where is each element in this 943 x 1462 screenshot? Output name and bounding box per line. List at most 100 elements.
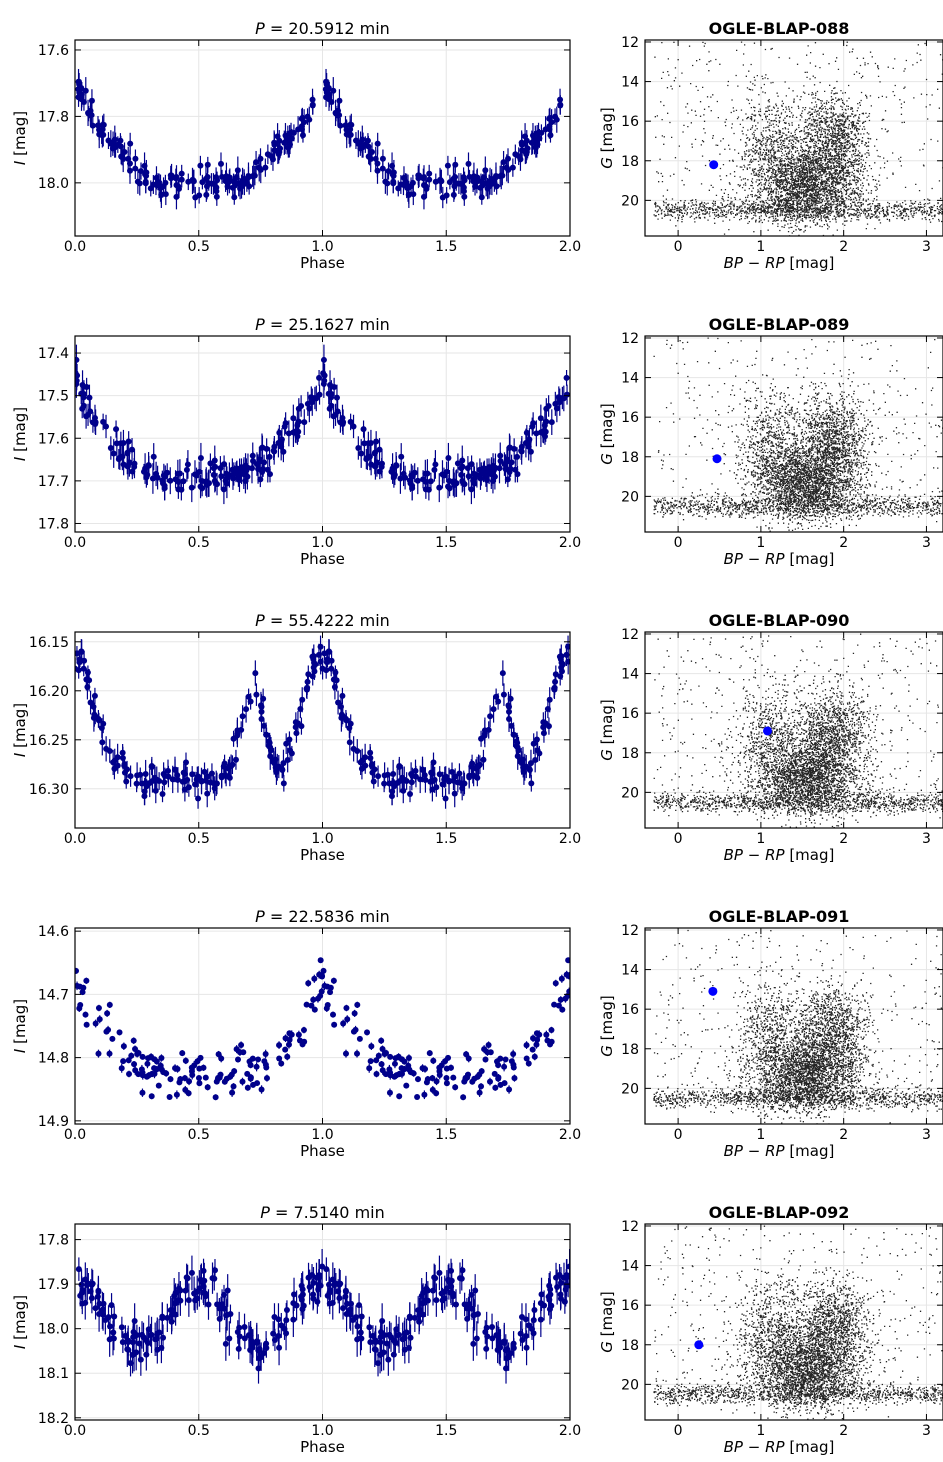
data-point (148, 1053, 155, 1060)
x-tick-label: 1.0 (311, 239, 333, 255)
data-point (250, 1081, 257, 1088)
data-point (396, 1093, 403, 1100)
data-point (286, 1036, 293, 1043)
data-point (264, 466, 271, 473)
panel-title: P = 20.5912 min (255, 19, 390, 38)
data-point (471, 1075, 478, 1082)
data-point (562, 995, 569, 1002)
data-point (459, 479, 466, 486)
data-point (446, 778, 453, 785)
data-point (285, 1041, 292, 1048)
data-point (120, 1043, 127, 1050)
x-tick-label: 2.0 (559, 1423, 581, 1439)
data-point (351, 1010, 358, 1017)
data-point (129, 446, 136, 453)
data-point (232, 469, 239, 476)
data-point (217, 465, 224, 472)
data-point (102, 1316, 109, 1323)
data-point (262, 164, 269, 171)
data-point (378, 1351, 385, 1358)
data-point (515, 747, 522, 754)
data-point (342, 1287, 349, 1294)
data-point (500, 691, 507, 698)
data-point (298, 1293, 305, 1300)
plot-area (653, 41, 943, 236)
data-point (169, 776, 176, 783)
data-point (105, 1026, 112, 1033)
data-point (238, 726, 245, 733)
data-point (106, 1001, 113, 1008)
data-point (264, 151, 271, 158)
data-point (436, 771, 443, 778)
data-point (258, 715, 265, 722)
data-point (120, 1058, 127, 1065)
data-point (256, 1355, 263, 1362)
y-tick-label: 14 (621, 75, 639, 91)
data-point (158, 191, 165, 198)
data-point (151, 1065, 158, 1072)
y-tick-label: 18 (621, 1042, 639, 1058)
data-point (393, 462, 400, 469)
data-point (276, 1055, 283, 1062)
x-tick-label: 3 (922, 535, 931, 551)
data-point (521, 764, 528, 771)
data-point (285, 430, 292, 437)
data-point (559, 661, 566, 668)
data-point (270, 447, 277, 454)
data-point (205, 480, 212, 487)
data-point (150, 453, 157, 460)
data-point (333, 394, 340, 401)
data-point (561, 1298, 568, 1305)
data-point (167, 175, 174, 182)
data-point (427, 478, 434, 485)
data-point (201, 1277, 208, 1284)
data-point (325, 390, 332, 397)
data-point (354, 747, 361, 754)
plot-area (75, 635, 570, 809)
data-point (523, 1055, 530, 1062)
data-point (358, 1335, 365, 1342)
data-point (253, 461, 260, 468)
data-point (405, 1054, 412, 1061)
data-point (419, 766, 426, 773)
data-point (465, 473, 472, 480)
data-point (216, 1315, 223, 1322)
data-point (538, 1291, 545, 1298)
data-point (358, 450, 365, 457)
data-point (227, 1310, 234, 1317)
target-star (712, 454, 722, 464)
y-tick-label: 12 (621, 1219, 639, 1235)
data-point (456, 770, 463, 777)
data-point (174, 1065, 181, 1072)
data-point (92, 1305, 99, 1312)
data-point (340, 1305, 347, 1312)
data-point (423, 185, 430, 192)
data-point (195, 795, 202, 802)
data-point (422, 776, 429, 783)
data-point (372, 155, 379, 162)
data-point (283, 1330, 290, 1337)
data-point (243, 467, 250, 474)
x-tick-label: 1 (756, 1423, 765, 1439)
data-point (362, 762, 369, 769)
data-point (504, 476, 511, 483)
plot-area (653, 1225, 943, 1420)
x-tick-label: 1.5 (435, 1127, 457, 1143)
data-point (495, 1075, 502, 1082)
data-point (452, 161, 459, 168)
data-point (466, 774, 473, 781)
data-point (444, 162, 451, 169)
data-point (331, 684, 338, 691)
data-point (566, 973, 570, 980)
data-point (510, 731, 517, 738)
data-point (366, 1324, 373, 1331)
y-tick-label: 18.0 (38, 1322, 69, 1338)
y-tick-label: 18.0 (38, 176, 69, 192)
data-point (316, 1272, 323, 1279)
data-point (480, 469, 487, 476)
data-point (280, 448, 287, 455)
data-point (517, 1330, 524, 1337)
x-tick-label: 3 (922, 1423, 931, 1439)
data-point (443, 1065, 450, 1072)
x-axis-label: BP − RP [mag] (724, 254, 835, 272)
